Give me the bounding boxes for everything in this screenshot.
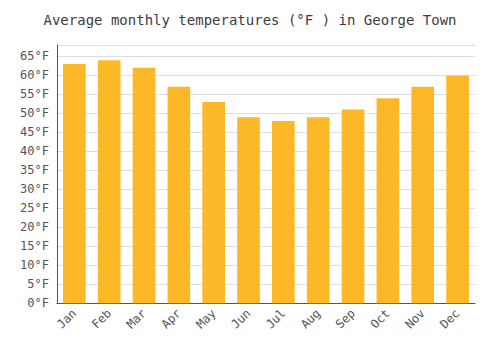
svg-text:5°F: 5°F — [27, 277, 49, 291]
svg-text:Dec: Dec — [437, 306, 462, 331]
svg-text:0°F: 0°F — [27, 296, 49, 310]
svg-text:10°F: 10°F — [20, 258, 49, 272]
svg-text:30°F: 30°F — [20, 182, 49, 196]
svg-text:15°F: 15°F — [20, 239, 49, 253]
svg-text:Jun: Jun — [228, 306, 253, 331]
svg-text:Sep: Sep — [333, 306, 358, 331]
svg-text:45°F: 45°F — [20, 125, 49, 139]
svg-text:50°F: 50°F — [20, 106, 49, 120]
svg-text:Mar: Mar — [124, 306, 149, 331]
svg-text:25°F: 25°F — [20, 201, 49, 215]
svg-text:Jul: Jul — [263, 306, 288, 331]
svg-text:Nov: Nov — [402, 306, 427, 331]
svg-text:35°F: 35°F — [20, 163, 49, 177]
svg-text:May: May — [193, 306, 218, 331]
svg-text:Jan: Jan — [54, 306, 79, 331]
svg-text:65°F: 65°F — [20, 49, 49, 63]
svg-text:60°F: 60°F — [20, 68, 49, 82]
svg-text:40°F: 40°F — [20, 144, 49, 158]
svg-text:Average monthly temperatures (: Average monthly temperatures (°F ) in Ge… — [43, 12, 456, 28]
svg-text:Apr: Apr — [159, 306, 184, 331]
svg-text:55°F: 55°F — [20, 87, 49, 101]
svg-text:20°F: 20°F — [20, 220, 49, 234]
svg-text:Oct: Oct — [368, 306, 393, 331]
svg-text:Feb: Feb — [89, 306, 114, 331]
svg-text:Aug: Aug — [298, 306, 323, 331]
